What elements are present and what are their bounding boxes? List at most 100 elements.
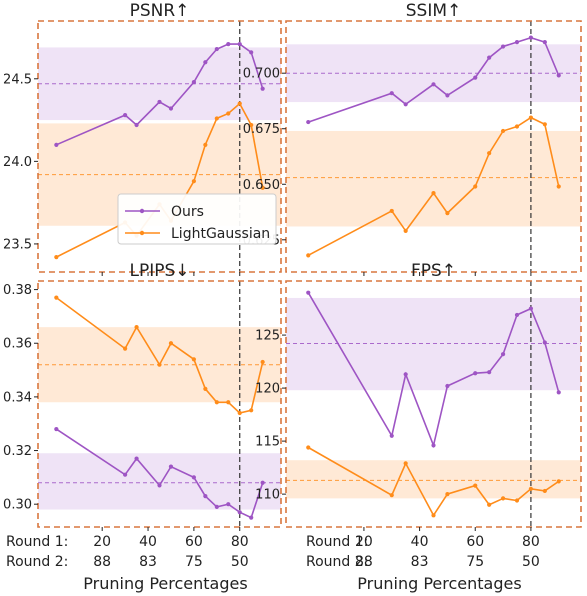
ssim-point-ours [390,91,394,95]
lpips-ytick-label: 0.30 [3,498,32,513]
x-axis-label: Pruning Percentages [357,574,521,593]
lpips-point-ours [157,483,161,487]
psnr-point-ours [192,80,196,84]
fps-point-ours [404,372,408,376]
lpips-point-ours [249,516,253,520]
psnr-point-ours [238,42,242,46]
ssim-point-ours [404,102,408,106]
ssim-point-ours [501,44,505,48]
ssim-point-ours [557,73,561,77]
fps-title: FPS↑ [411,261,456,281]
x-axis-left: Round 1:Round 2:2088408360758050Pruning … [6,534,249,593]
fps-ytick-label: 125 [255,329,280,344]
fps-point-lightgaussian [390,493,394,497]
lpips-title: LPIPS↓ [129,261,189,281]
fps-point-lightgaussian [431,513,435,517]
ssim-point-lightgaussian [445,211,449,215]
round2-tick-label: 75 [185,554,203,570]
ssim-point-lightgaussian [529,116,533,120]
psnr-point-ours [226,42,230,46]
round2-label: Round 2: [6,554,68,570]
round1-label: Round 1: [6,534,68,550]
fps-point-lightgaussian [487,503,491,507]
legend-lg-marker [140,231,144,235]
lpips-point-ours [123,473,127,477]
round2-tick-label: 88 [93,554,111,570]
fps-point-ours [557,390,561,394]
fps-point-ours [501,352,505,356]
psnr-point-ours [54,143,58,147]
ssim-point-lightgaussian [306,253,310,257]
round2-tick-label: 83 [411,554,429,570]
lpips-panel: 0.300.320.340.360.38LPIPS↓ [3,261,281,531]
psnr-point-lightgaussian [192,179,196,183]
fps-point-ours [529,306,533,310]
round2-tick-label: 50 [231,554,249,570]
x-axis-label: Pruning Percentages [83,574,247,593]
psnr-point-lightgaussian [215,116,219,120]
ssim-point-ours [473,76,477,80]
round1-tick-label: 20 [93,534,111,550]
ssim-point-lightgaussian [404,229,408,233]
lpips-point-lightgaussian [123,347,127,351]
ssim-title: SSIM↑ [406,1,462,21]
fps-ytick-label: 115 [255,435,280,450]
ssim-point-lightgaussian [473,184,477,188]
ssim-panel: 0.6250.6500.6750.700SSIM↑ [243,1,581,276]
ssim-point-lightgaussian [431,191,435,195]
x-axis-right: Round 1: Round 2: 20 88 40 83 60 75 80 50Pruning … [306,534,540,593]
fps-point-ours [390,434,394,438]
lpips-ytick-label: 0.32 [3,444,32,459]
ssim-point-lightgaussian [390,209,394,213]
ssim-point-ours [306,120,310,124]
fps-band-ours [286,298,581,390]
legend-lg-label: LightGaussian [171,226,270,242]
fps-point-ours [487,370,491,374]
lpips-point-lightgaussian [157,363,161,367]
psnr-ytick-label: 24.0 [3,155,32,170]
ssim-point-ours [487,56,491,60]
ssim-point-ours [543,40,547,44]
psnr-point-ours [169,106,173,110]
psnr-point-ours [203,60,207,64]
psnr-point-ours [123,113,127,117]
ssim-point-ours [445,93,449,97]
lpips-point-ours [226,502,230,506]
round2-tick-label: 75 [466,554,484,570]
ssim-point-lightgaussian [501,129,505,133]
fps-point-ours [515,313,519,317]
psnr-point-lightgaussian [226,111,230,115]
ssim-point-ours [515,40,519,44]
fps-point-ours [543,340,547,344]
psnr-ytick-label: 23.5 [3,237,32,252]
ssim-ytick-label: 0.700 [243,67,280,82]
lpips-point-lightgaussian [54,296,58,300]
fps-point-lightgaussian [473,484,477,488]
fps-point-lightgaussian [501,496,505,500]
psnr-point-ours [249,50,253,54]
fps-point-lightgaussian [557,479,561,483]
fps-point-ours [445,384,449,388]
round2-tick-label: 88 [355,554,373,570]
ssim-point-lightgaussian [557,184,561,188]
legend-ours-label: Ours [171,204,204,220]
fps-point-ours [431,443,435,447]
fps-point-lightgaussian [515,498,519,502]
psnr-title: PSNR↑ [130,1,190,21]
lpips-point-ours [54,427,58,431]
lpips-point-ours [134,456,138,460]
lpips-point-lightgaussian [134,325,138,329]
fps-point-ours [473,371,477,375]
lpips-point-lightgaussian [226,400,230,404]
lpips-ytick-label: 0.36 [3,337,32,352]
psnr-point-lightgaussian [203,143,207,147]
lpips-point-lightgaussian [203,387,207,391]
fps-band-lightgaussian [286,460,581,498]
ssim-point-ours [529,36,533,40]
round1-tick-label: 40 [411,534,429,550]
lpips-point-ours [215,505,219,509]
legend: Ours LightGaussian [118,194,276,244]
ssim-ytick-label: 0.675 [243,122,280,137]
lpips-point-lightgaussian [192,357,196,361]
round1-tick-label: 60 [466,534,484,550]
